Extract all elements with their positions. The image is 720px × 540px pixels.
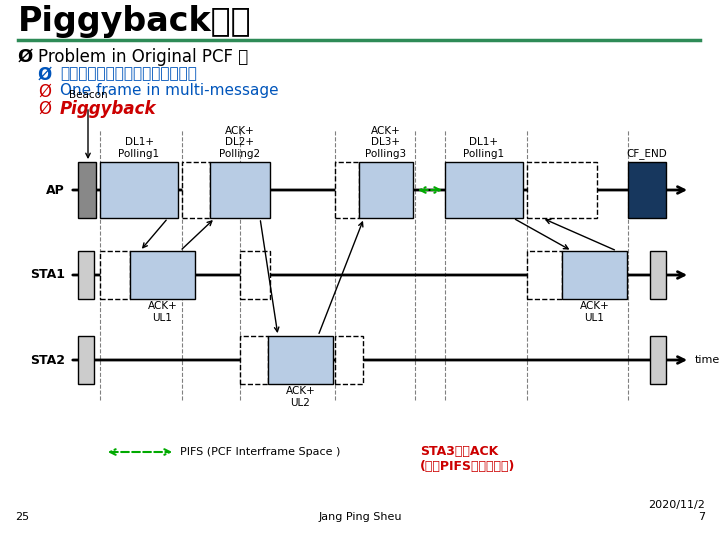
Text: ACK+
DL2+
Polling2: ACK+ DL2+ Polling2	[220, 126, 261, 159]
Bar	[240, 251, 270, 299]
Text: ACK+
UL1: ACK+ UL1	[580, 301, 609, 322]
Bar	[628, 162, 666, 218]
Text: ACK+
UL1: ACK+ UL1	[148, 301, 177, 322]
Bar	[527, 162, 597, 218]
Bar	[335, 336, 363, 384]
Text: 25: 25	[15, 512, 29, 522]
Bar	[268, 336, 333, 384]
Bar	[527, 251, 562, 299]
Bar	[100, 251, 130, 299]
Text: CF_END: CF_END	[626, 148, 667, 159]
Bar	[130, 251, 195, 299]
Bar	[562, 251, 627, 299]
Bar	[78, 251, 94, 299]
Bar	[78, 162, 96, 218]
Text: Ø: Ø	[38, 83, 51, 101]
Text: Beacon: Beacon	[68, 90, 107, 100]
Text: STA3沒回ACK
(超過PIFS認定他不在): STA3沒回ACK (超過PIFS認定他不在)	[420, 445, 516, 473]
Text: PIFS (PCF Interframe Space ): PIFS (PCF Interframe Space )	[180, 447, 341, 457]
Text: STA2: STA2	[30, 354, 65, 367]
Bar	[445, 162, 523, 218]
Bar	[78, 336, 94, 384]
Text: DL1+
Polling1: DL1+ Polling1	[118, 137, 160, 159]
Bar	[100, 162, 178, 218]
Text: Ø: Ø	[38, 100, 51, 118]
Bar	[240, 336, 268, 384]
Text: Ø: Ø	[18, 48, 33, 66]
Bar	[650, 251, 666, 299]
Text: Problem in Original PCF ？: Problem in Original PCF ？	[38, 48, 248, 66]
Text: time: time	[695, 355, 720, 365]
Bar	[182, 162, 210, 218]
Bar	[335, 162, 359, 218]
Text: Piggyback: Piggyback	[60, 100, 156, 118]
Text: Ø: Ø	[38, 66, 53, 84]
Text: AP: AP	[46, 184, 65, 197]
Text: Piggyback機制: Piggyback機制	[18, 5, 251, 38]
Text: DL1+
Polling1: DL1+ Polling1	[464, 137, 505, 159]
Text: STA1: STA1	[30, 268, 65, 281]
Bar	[210, 162, 270, 218]
Text: 2020/11/2
7: 2020/11/2 7	[648, 501, 705, 522]
Text: Jang Ping Sheu: Jang Ping Sheu	[318, 512, 402, 522]
Text: One frame in multi-message: One frame in multi-message	[60, 83, 279, 98]
Bar	[359, 162, 413, 218]
Text: ACK+
DL3+
Polling3: ACK+ DL3+ Polling3	[366, 126, 407, 159]
Text: 封包來回傳遞太多次，浪費資源。: 封包來回傳遞太多次，浪費資源。	[60, 66, 197, 81]
Text: ACK+
UL2: ACK+ UL2	[286, 386, 315, 408]
Bar	[650, 336, 666, 384]
